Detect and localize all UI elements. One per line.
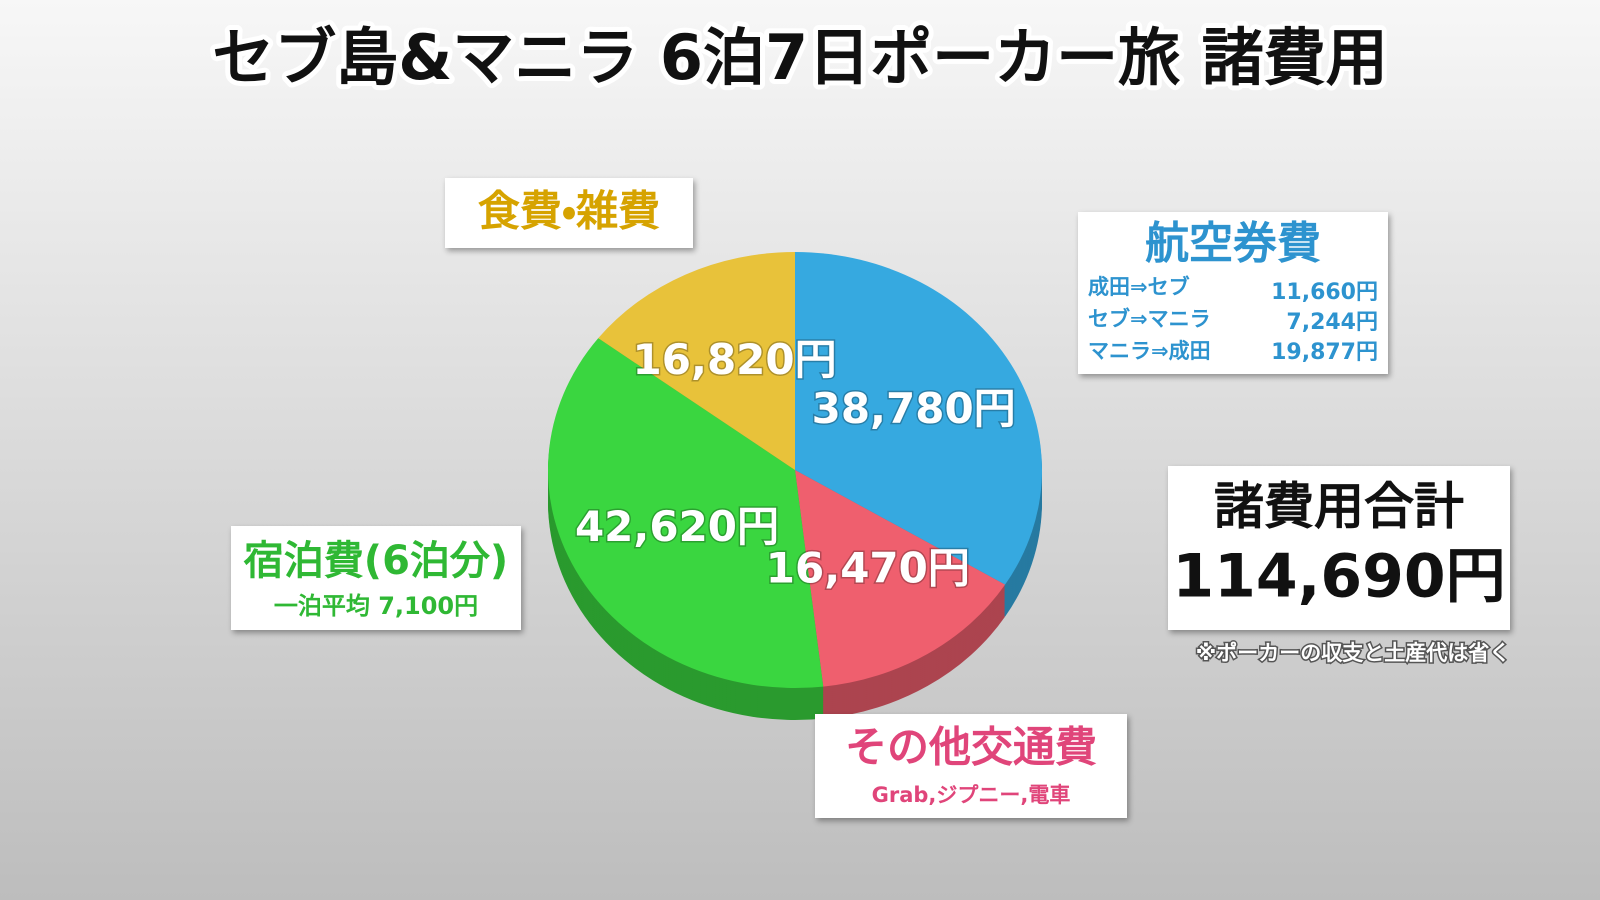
transport-note: Grab,ジプニー,電車: [872, 783, 1071, 807]
slice: [795, 252, 1042, 585]
total-amount: 114,690円: [1172, 542, 1505, 612]
breakdown-amount: 7,244円: [1286, 310, 1378, 335]
breakdown-amount: 11,660円: [1271, 280, 1378, 305]
slice: [547, 338, 824, 688]
breakdown-amount: 19,877円: [1271, 340, 1378, 365]
category-label: その他交通費: [845, 723, 1097, 772]
label-box: [445, 178, 693, 248]
lodging-note: 一泊平均 7,100円: [274, 592, 478, 620]
category-label: 宿泊費(6泊分): [243, 538, 508, 584]
category-label: 航空券費: [1145, 218, 1321, 269]
category-label: 食費・雑費: [478, 187, 660, 236]
value-label: 16,470円: [766, 544, 970, 593]
total-box: [1168, 466, 1510, 630]
breakdown-route: 成田⇒セブ: [1088, 275, 1190, 299]
total-label: 諸費用合計: [1214, 478, 1464, 536]
value-label: 42,620円: [575, 502, 779, 551]
label-box: [1078, 212, 1388, 374]
breakdown-route: セブ⇒マニラ: [1088, 307, 1211, 331]
slice: [598, 251, 795, 470]
label-box: [815, 714, 1127, 818]
value-label: 38,780円: [812, 384, 1016, 433]
value-label: 16,820円: [633, 335, 837, 384]
label-box: [231, 526, 521, 630]
breakdown-route: マニラ⇒成田: [1088, 339, 1211, 363]
slice: [795, 470, 1006, 687]
footnote: ※ポーカーの収支と土産代は省く: [1196, 641, 1510, 665]
chart-title: セブ島&マニラ 6泊7日ポーカー旅 諸費用: [212, 21, 1388, 94]
